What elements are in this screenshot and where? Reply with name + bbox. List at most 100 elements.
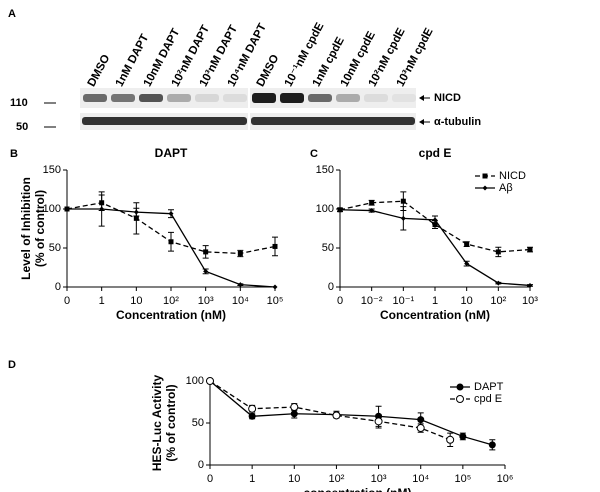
point bbox=[248, 412, 256, 420]
point bbox=[237, 250, 243, 256]
band bbox=[336, 94, 360, 102]
point bbox=[168, 211, 174, 217]
point bbox=[272, 284, 278, 290]
y-tick-label: 0 bbox=[328, 281, 334, 293]
band bbox=[82, 117, 247, 125]
panel-label: A bbox=[8, 8, 16, 20]
point bbox=[464, 241, 470, 247]
band-label: NICD bbox=[434, 92, 461, 104]
point bbox=[495, 249, 501, 255]
x-tick-label: 10⁴ bbox=[412, 473, 429, 485]
point bbox=[482, 173, 488, 179]
x-tick-label: 10⁵ bbox=[454, 473, 471, 485]
point bbox=[369, 200, 375, 206]
point bbox=[482, 185, 488, 191]
point bbox=[203, 249, 209, 255]
point bbox=[337, 207, 343, 213]
panel-label: C bbox=[310, 148, 318, 160]
x-tick-label: 10⁴ bbox=[232, 295, 249, 307]
panel-label: B bbox=[10, 148, 18, 160]
y-tick-label: 50 bbox=[49, 242, 61, 254]
point bbox=[290, 403, 299, 412]
band bbox=[139, 94, 163, 102]
point bbox=[495, 280, 501, 286]
point bbox=[203, 268, 209, 274]
legend-label: Aβ bbox=[499, 182, 513, 194]
arrow-head bbox=[419, 119, 424, 125]
band bbox=[392, 94, 416, 102]
y-tick-label: 50 bbox=[322, 242, 334, 254]
x-tick-label: 10² bbox=[490, 295, 506, 307]
y-axis-label: (% of control) bbox=[33, 190, 47, 267]
y-tick-label: 0 bbox=[55, 281, 61, 293]
point bbox=[248, 404, 257, 413]
x-tick-label: 10⁶ bbox=[497, 473, 514, 485]
point bbox=[432, 217, 438, 223]
x-tick-label: 1 bbox=[249, 473, 255, 485]
point bbox=[272, 243, 278, 249]
x-tick-label: 10 bbox=[130, 295, 142, 307]
lane-label: DMSO bbox=[255, 53, 282, 89]
blot bbox=[44, 88, 430, 130]
y-tick-label: 150 bbox=[316, 164, 334, 176]
point bbox=[456, 395, 464, 403]
y-tick-label: 100 bbox=[43, 203, 61, 215]
x-tick-label: 0 bbox=[337, 295, 343, 307]
x-tick-label: 1 bbox=[99, 295, 105, 307]
x-tick-label: 10⁵ bbox=[267, 295, 284, 307]
point bbox=[464, 261, 470, 267]
point bbox=[432, 222, 438, 228]
y-tick-label: 150 bbox=[43, 164, 61, 176]
chart-title: DAPT bbox=[155, 146, 188, 160]
point bbox=[290, 410, 298, 418]
lane-label: DMSO bbox=[86, 53, 113, 89]
point bbox=[99, 206, 105, 212]
x-tick-label: 10 bbox=[461, 295, 473, 307]
point bbox=[374, 417, 383, 426]
point bbox=[133, 209, 139, 215]
x-tick-label: 10² bbox=[328, 473, 344, 485]
band bbox=[251, 117, 415, 125]
point bbox=[488, 441, 496, 449]
point bbox=[369, 208, 375, 214]
y-axis-label: HES-Luc Activity bbox=[150, 375, 164, 472]
x-tick-label: 10² bbox=[163, 295, 179, 307]
arrow-head bbox=[419, 95, 424, 101]
x-tick-label: 10⁻¹ bbox=[392, 295, 414, 307]
x-tick-label: 0 bbox=[64, 295, 70, 307]
x-tick-label: 0 bbox=[207, 473, 213, 485]
x-tick-label: 10³ bbox=[198, 295, 214, 307]
x-axis-label: concentration (nM) bbox=[304, 486, 412, 492]
y-tick-label: 50 bbox=[192, 417, 204, 429]
point bbox=[400, 198, 406, 204]
y-axis-label: Level of Inhibition bbox=[19, 177, 33, 280]
x-tick-label: 10⁻² bbox=[361, 295, 383, 307]
band bbox=[252, 93, 276, 103]
legend-label: DAPT bbox=[474, 381, 504, 393]
marker-label: 50 bbox=[16, 121, 28, 133]
band bbox=[280, 93, 304, 103]
band bbox=[308, 94, 332, 102]
legend-label: NICD bbox=[499, 170, 526, 182]
band bbox=[167, 94, 191, 102]
x-axis-label: Concentration (nM) bbox=[116, 308, 226, 322]
blot-strip bbox=[80, 88, 248, 108]
point bbox=[400, 215, 406, 221]
band bbox=[364, 94, 388, 102]
marker-label: 110 bbox=[10, 97, 28, 109]
y-tick-label: 0 bbox=[198, 459, 204, 471]
point bbox=[456, 383, 464, 391]
series-line bbox=[209, 380, 493, 446]
y-tick-label: 100 bbox=[186, 375, 204, 387]
x-tick-label: 10³ bbox=[371, 473, 387, 485]
y-tick-label: 100 bbox=[316, 203, 334, 215]
band bbox=[111, 94, 135, 102]
band bbox=[195, 94, 219, 102]
point bbox=[237, 282, 243, 288]
point bbox=[446, 435, 455, 444]
x-axis-label: Concentration (nM) bbox=[380, 308, 490, 322]
band bbox=[223, 94, 247, 102]
band bbox=[83, 94, 107, 102]
x-tick-label: 10³ bbox=[522, 295, 538, 307]
